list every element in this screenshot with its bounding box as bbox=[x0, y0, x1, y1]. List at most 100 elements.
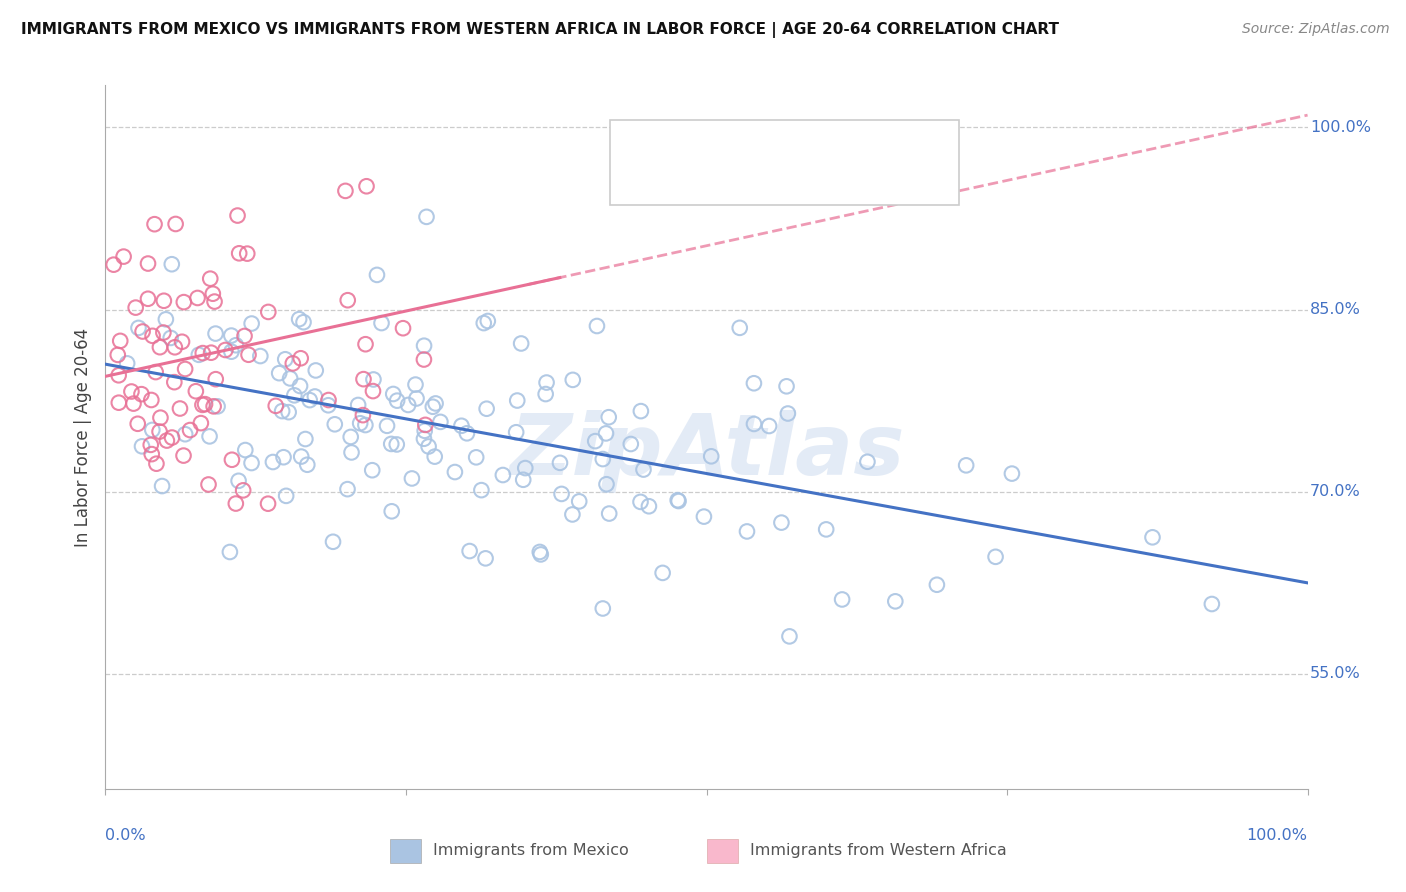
Point bbox=[107, 348, 129, 362]
Point bbox=[413, 352, 436, 367]
Point bbox=[474, 551, 496, 566]
Point bbox=[925, 578, 948, 592]
Point bbox=[666, 493, 689, 508]
Point bbox=[141, 423, 163, 437]
Point bbox=[264, 399, 287, 413]
Point bbox=[179, 423, 201, 437]
Point bbox=[200, 271, 222, 285]
Point bbox=[385, 437, 408, 451]
Point bbox=[145, 365, 167, 379]
Point bbox=[221, 328, 243, 343]
Point bbox=[197, 477, 219, 491]
Point bbox=[444, 465, 467, 479]
Point bbox=[136, 256, 159, 270]
Point bbox=[221, 344, 243, 359]
Point bbox=[107, 368, 129, 383]
Text: R = -0.465    N = 134: R = -0.465 N = 134 bbox=[676, 134, 855, 152]
Point bbox=[202, 400, 225, 414]
Point bbox=[758, 419, 780, 434]
Point bbox=[630, 404, 652, 418]
Point bbox=[190, 416, 212, 430]
FancyBboxPatch shape bbox=[610, 120, 959, 204]
Text: Immigrants from Western Africa: Immigrants from Western Africa bbox=[749, 843, 1007, 857]
Point bbox=[156, 434, 179, 448]
Point bbox=[638, 500, 661, 514]
Bar bbox=[707, 839, 738, 863]
Point bbox=[595, 426, 617, 441]
Point bbox=[361, 384, 384, 398]
Point bbox=[413, 339, 436, 353]
Point bbox=[356, 179, 378, 194]
Point bbox=[536, 376, 558, 390]
Point bbox=[149, 410, 172, 425]
Point bbox=[207, 400, 229, 414]
Point bbox=[1142, 530, 1164, 544]
Point bbox=[529, 545, 551, 559]
Point bbox=[191, 346, 214, 360]
Point bbox=[204, 326, 226, 341]
Point bbox=[159, 331, 181, 345]
Point bbox=[353, 372, 375, 386]
Point bbox=[201, 286, 224, 301]
Point bbox=[598, 507, 620, 521]
Text: 100.0%: 100.0% bbox=[1247, 828, 1308, 843]
Point bbox=[169, 401, 191, 416]
Point bbox=[155, 312, 177, 326]
Point bbox=[336, 482, 359, 496]
Point bbox=[141, 392, 163, 407]
Point bbox=[238, 348, 260, 362]
Point bbox=[630, 495, 652, 509]
Text: ZipAtlas: ZipAtlas bbox=[509, 409, 904, 492]
Point bbox=[472, 316, 495, 330]
Point bbox=[219, 545, 242, 559]
Point bbox=[354, 417, 377, 432]
Point bbox=[742, 417, 765, 431]
Point bbox=[298, 393, 321, 408]
Point bbox=[512, 473, 534, 487]
Point bbox=[568, 494, 591, 508]
Point bbox=[775, 379, 797, 393]
Point bbox=[262, 455, 284, 469]
Point bbox=[323, 417, 346, 432]
Point bbox=[277, 405, 299, 419]
Point bbox=[290, 450, 312, 464]
Point bbox=[418, 440, 440, 454]
Point bbox=[318, 392, 340, 407]
Point bbox=[770, 516, 793, 530]
Point bbox=[271, 404, 294, 418]
Text: 0.0%: 0.0% bbox=[105, 828, 146, 843]
Point bbox=[200, 345, 222, 359]
Point bbox=[465, 450, 488, 465]
Point bbox=[236, 246, 259, 260]
Point bbox=[305, 363, 328, 377]
Point bbox=[530, 548, 553, 562]
Point bbox=[122, 396, 145, 410]
Point bbox=[534, 387, 557, 401]
Point bbox=[191, 398, 214, 412]
Point bbox=[735, 524, 758, 539]
Point bbox=[700, 450, 723, 464]
Point bbox=[510, 336, 533, 351]
Point bbox=[592, 452, 614, 467]
Point bbox=[620, 437, 643, 451]
Point bbox=[143, 217, 166, 231]
Text: Immigrants from Mexico: Immigrants from Mexico bbox=[433, 843, 628, 857]
Point bbox=[413, 424, 436, 438]
Point bbox=[477, 314, 499, 328]
Point bbox=[170, 334, 193, 349]
Point bbox=[742, 376, 765, 391]
Point bbox=[318, 398, 340, 412]
Point bbox=[361, 463, 384, 477]
Point bbox=[354, 337, 377, 351]
Point bbox=[249, 349, 271, 363]
Point bbox=[174, 362, 197, 376]
Point bbox=[233, 443, 256, 458]
Point bbox=[269, 366, 291, 380]
Point bbox=[598, 410, 620, 425]
Point bbox=[149, 340, 172, 354]
Bar bbox=[391, 839, 422, 863]
Point bbox=[548, 456, 571, 470]
Point bbox=[142, 328, 165, 343]
Point bbox=[561, 373, 583, 387]
Point bbox=[283, 388, 305, 402]
